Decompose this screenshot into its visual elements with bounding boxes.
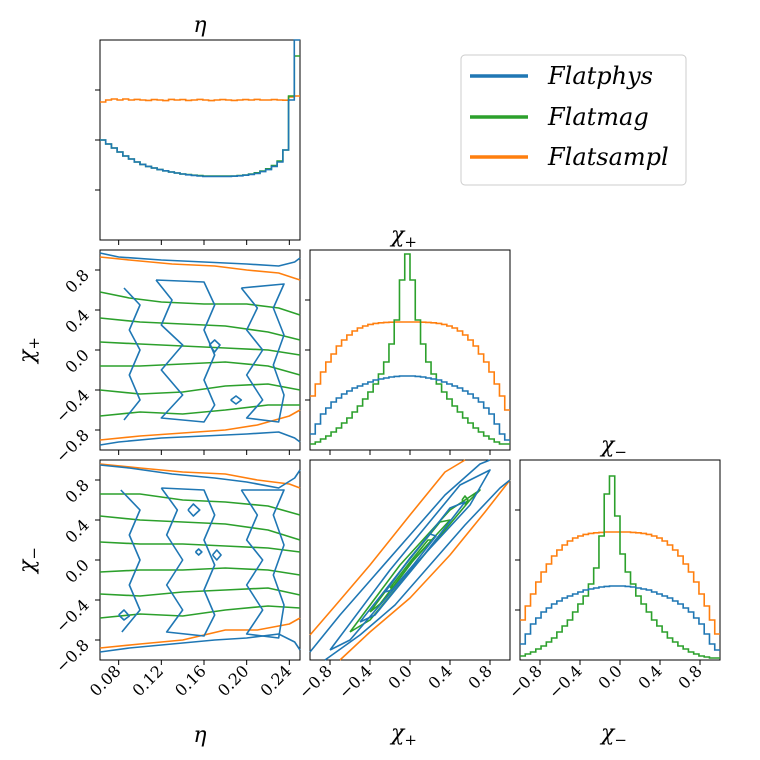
ytick-label-chi-minus-1: −0.4 xyxy=(52,595,93,636)
legend-frame xyxy=(460,54,687,186)
contour-eta-vs-chi-minus-flatmag-1 xyxy=(99,515,301,541)
ytick-label-chi-plus-4: 0.8 xyxy=(61,265,92,296)
contour-eta-vs-chi-plus-flatphys-3 xyxy=(155,279,216,423)
hist-chi-plus-flatphys xyxy=(310,375,510,441)
xtick-label-chi-minus-1: −0.4 xyxy=(545,661,586,702)
ylabel-chi-plus-symbol: χ xyxy=(15,348,40,365)
title-chi-minus-subscript: − xyxy=(614,443,627,461)
contour-chi-plus-vs-chi-minus-flatsampl-0 xyxy=(309,459,466,636)
contour-eta-vs-chi-minus-flatphys-6 xyxy=(118,609,131,621)
hist-chi-minus-flatmag xyxy=(520,475,720,659)
xlabel-eta: η xyxy=(193,723,206,748)
hist-chi-plus-flatsampl xyxy=(310,321,510,411)
contour-eta-vs-chi-plus-flatphys-2 xyxy=(123,287,141,421)
ytick-label-chi-minus-4: 0.8 xyxy=(61,475,92,506)
contour-eta-vs-chi-plus-flatmag-5 xyxy=(99,404,300,417)
contour-eta-vs-chi-minus-flatsampl-1 xyxy=(99,617,301,649)
ytick-label-chi-plus-0: −0.8 xyxy=(52,425,93,466)
xtick-label-chi-minus-2: 0.0 xyxy=(594,661,625,692)
hist-chi-plus-flatmag xyxy=(310,253,510,445)
contour-chi-plus-vs-chi-minus-flatphys-2 xyxy=(329,469,491,651)
xtick-label-chi-plus-2: 0.0 xyxy=(384,661,415,692)
title-chi-minus-symbol: χ xyxy=(599,433,616,458)
xlabel-chi-plus-subscript: + xyxy=(404,731,417,749)
contour-eta-vs-chi-plus-flatsampl-0 xyxy=(99,256,301,281)
ylabel-chi-minus-symbol: χ xyxy=(15,558,40,575)
contour-eta-vs-chi-minus-flatphys-0 xyxy=(99,464,301,489)
ytick-label-chi-minus-0: −0.8 xyxy=(52,635,93,676)
title-chi-plus-symbol: χ xyxy=(389,223,406,248)
contour-eta-vs-chi-minus-flatphys-1 xyxy=(99,633,301,653)
hist-eta-flatmag xyxy=(100,55,300,177)
contour-chi-plus-vs-chi-minus-flatsampl-1 xyxy=(339,479,511,661)
xtick-label-chi-plus-1: −0.4 xyxy=(335,661,376,702)
xtick-label-eta-0: 0.08 xyxy=(86,661,125,700)
contour-eta-vs-chi-minus-flatphys-8 xyxy=(194,548,203,556)
ytick-label-chi-minus-2: 0.0 xyxy=(61,555,92,586)
contour-eta-vs-chi-plus-flatsampl-1 xyxy=(99,409,301,441)
xtick-label-eta-4: 0.24 xyxy=(257,661,296,700)
ytick-label-chi-plus-2: 0.0 xyxy=(61,345,92,376)
contour-chi-plus-vs-chi-minus-flatphys-4 xyxy=(384,533,437,593)
title-chi-minus: χ− xyxy=(599,433,627,461)
xlabel-chi-minus: χ− xyxy=(599,721,627,749)
ylabel-chi-minus: χ− xyxy=(15,547,43,575)
contour-eta-vs-chi-minus-flatphys-7 xyxy=(211,549,222,561)
contour-eta-vs-chi-minus-flatmag-3 xyxy=(99,567,301,576)
xtick-label-chi-minus-4: 0.8 xyxy=(674,661,705,692)
contour-eta-vs-chi-minus-flatmag-5 xyxy=(99,605,301,619)
ytick-label-chi-plus-3: 0.4 xyxy=(61,305,92,336)
contour-eta-vs-chi-minus-flatsampl-0 xyxy=(99,463,301,489)
xlabel-chi-plus: χ+ xyxy=(389,721,417,749)
xtick-label-eta-3: 0.20 xyxy=(214,661,253,700)
xtick-label-chi-plus-0: −0.8 xyxy=(295,661,336,702)
xtick-label-chi-plus-3: 0.4 xyxy=(424,661,455,692)
contour-eta-vs-chi-minus-flatphys-3 xyxy=(160,487,216,637)
panel-chi-minus-histogram-frame xyxy=(519,459,721,661)
xtick-label-chi-minus-3: 0.4 xyxy=(634,661,665,692)
hist-eta-flatphys xyxy=(100,39,300,178)
contour-eta-vs-chi-plus-flatphys-5 xyxy=(208,339,221,353)
ylabel-chi-plus-subscript: + xyxy=(25,337,43,350)
hist-chi-minus-flatsampl xyxy=(520,531,720,635)
ylabel-chi-plus: χ+ xyxy=(15,337,43,365)
xtick-label-eta-2: 0.16 xyxy=(171,661,210,700)
xlabel-chi-minus-subscript: − xyxy=(614,731,627,749)
contour-eta-vs-chi-plus-flatmag-4 xyxy=(99,383,301,395)
legend-label-flatmag: Flatmag xyxy=(547,103,649,131)
contour-eta-vs-chi-plus-flatphys-1 xyxy=(99,431,301,446)
contour-eta-vs-chi-minus-flatphys-4 xyxy=(240,489,285,639)
contour-eta-vs-chi-plus-flatmag-0 xyxy=(99,291,301,316)
contour-eta-vs-chi-plus-flatphys-0 xyxy=(99,252,301,267)
panel-eta-histogram-frame xyxy=(99,39,301,241)
contour-eta-vs-chi-plus-flatphys-4 xyxy=(240,283,285,423)
xtick-label-chi-plus-4: 0.8 xyxy=(464,661,495,692)
contour-eta-vs-chi-minus-flatmag-0 xyxy=(100,493,301,516)
xtick-label-chi-minus-0: −0.8 xyxy=(505,661,546,702)
contour-eta-vs-chi-minus-flatphys-5 xyxy=(187,503,201,517)
legend: Flatphys Flatmag Flatsampl xyxy=(460,54,687,186)
ytick-label-chi-plus-1: −0.4 xyxy=(52,385,93,426)
ytick-label-chi-minus-3: 0.4 xyxy=(61,515,92,546)
legend-label-flatphys: Flatphys xyxy=(547,62,653,90)
title-chi-plus-subscript: + xyxy=(404,233,417,251)
contour-chi-plus-vs-chi-minus-flatphys-1 xyxy=(324,479,511,661)
contour-eta-vs-chi-minus-flatphys-2 xyxy=(120,489,141,633)
xlabel-chi-plus-symbol: χ xyxy=(389,721,406,746)
contour-eta-vs-chi-minus-flatmag-4 xyxy=(99,587,301,597)
title-chi-plus: χ+ xyxy=(389,223,417,251)
title-eta: η xyxy=(193,13,206,38)
ylabel-chi-minus-subscript: − xyxy=(25,547,43,560)
contour-eta-vs-chi-plus-flatphys-6 xyxy=(230,395,243,405)
legend-label-flatsampl: Flatsampl xyxy=(547,143,669,171)
contour-eta-vs-chi-plus-flatmag-2 xyxy=(99,341,301,356)
contour-chi-plus-vs-chi-minus-flatphys-0 xyxy=(309,459,491,653)
hist-eta-flatsampl xyxy=(100,95,300,103)
hist-chi-minus-flatphys xyxy=(520,585,720,651)
xlabel-chi-minus-symbol: χ xyxy=(599,721,616,746)
xtick-label-eta-1: 0.12 xyxy=(129,661,168,700)
